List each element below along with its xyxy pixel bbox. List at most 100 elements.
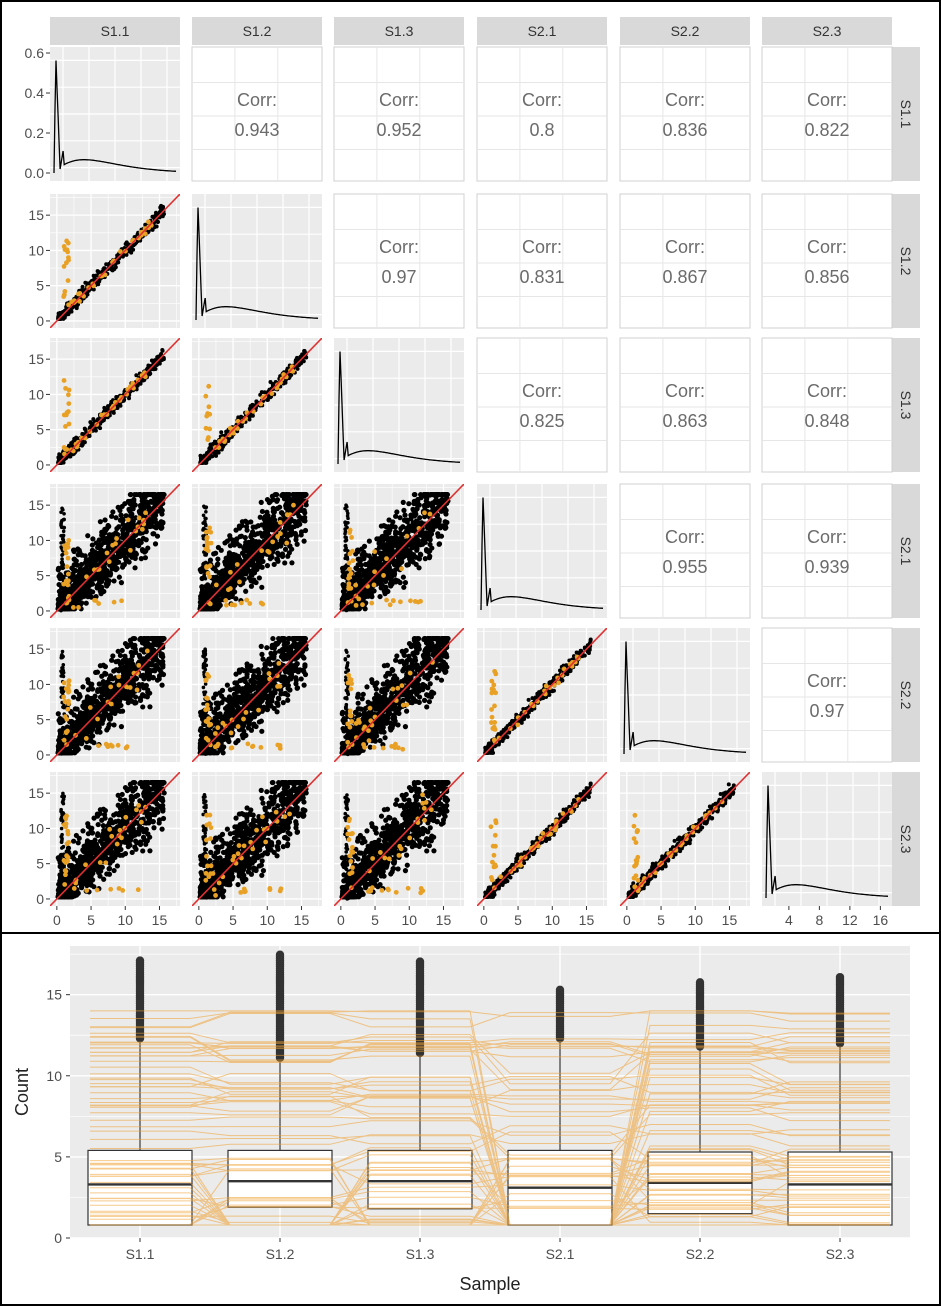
scatter-point (247, 545, 254, 551)
highlight-point (65, 571, 71, 577)
scatter-point (401, 507, 407, 513)
highlight-point (93, 598, 99, 603)
scatter-point (94, 550, 101, 556)
scatter-point (204, 606, 208, 610)
column-strip (477, 17, 607, 45)
scatter-point (343, 520, 347, 525)
scatter-point (61, 562, 65, 566)
scatter-point (251, 566, 257, 572)
scatter-point (227, 533, 233, 539)
highlight-point (70, 605, 76, 610)
scatter-point (152, 498, 159, 504)
scatter-point (137, 502, 144, 509)
scatter-point (99, 532, 105, 538)
scatter-point (150, 491, 157, 498)
scatter-point (237, 556, 243, 563)
scatter-point (244, 527, 250, 533)
scatter-point (120, 517, 126, 523)
highlight-point (65, 240, 71, 246)
scatter-point (89, 542, 95, 548)
scatter-point (108, 535, 114, 541)
scatter-point (199, 584, 205, 590)
highlight-point (291, 502, 296, 508)
scatter-point (61, 517, 66, 522)
scatter-point (351, 575, 357, 581)
scatter-point (236, 525, 243, 531)
scatter-point (402, 580, 409, 586)
highlight-point (119, 598, 124, 604)
scatter-point (128, 491, 134, 498)
scatter-point (61, 508, 65, 512)
scatter-point (134, 373, 139, 378)
highlight-point (104, 550, 110, 556)
scatter-point (344, 535, 348, 540)
scatter-point (364, 561, 371, 568)
scatter-point (95, 269, 100, 274)
scatter-point (436, 523, 442, 529)
scatter-point (85, 533, 91, 539)
column-strip-label: S1.2 (243, 23, 272, 39)
scatter-point (344, 571, 349, 575)
highlight-point (418, 598, 423, 604)
identity-line (192, 484, 322, 618)
scatter-point (246, 550, 252, 556)
scatter-point (408, 512, 414, 518)
highlight-point (213, 582, 219, 588)
scatter-point (346, 593, 350, 598)
corr-value: 0.822 (804, 120, 849, 140)
scatter-point (114, 525, 120, 532)
scatter-point (416, 556, 422, 562)
highlight-point (61, 378, 67, 383)
highlight-point (143, 510, 148, 516)
highlight-point (204, 534, 210, 540)
scatter-point (268, 379, 273, 384)
scatter-point (401, 584, 407, 590)
scatter-point (203, 576, 208, 581)
scatter-point (201, 521, 206, 525)
column-strip (50, 17, 180, 45)
scatter-point (427, 541, 433, 548)
scatter-point (123, 513, 129, 519)
scatter-point (127, 523, 133, 529)
scatter-point (133, 551, 139, 557)
scatter-point (237, 543, 243, 549)
scatter-point (391, 561, 397, 568)
scatter-point (120, 549, 126, 555)
highlight-point (61, 292, 67, 298)
identity-line (192, 338, 322, 472)
scatter-point (270, 505, 276, 511)
scatter-point (392, 524, 398, 530)
scatter-point (103, 581, 110, 587)
scatter-point (80, 284, 85, 289)
scatter-point (359, 597, 366, 603)
scatter-point (126, 552, 133, 558)
scatter-point (113, 515, 119, 521)
column-strip-label: S2.2 (671, 23, 700, 39)
scatter-point (154, 224, 159, 229)
scatter-point (59, 520, 64, 524)
scatter-point (274, 491, 280, 498)
scatter-point (219, 430, 224, 435)
highlight-point (207, 525, 213, 531)
scatter-point (122, 523, 128, 529)
scatter-point (56, 455, 61, 460)
scatter-point (387, 581, 394, 587)
scatter-point (201, 536, 206, 541)
highlight-point (125, 517, 131, 523)
highlight-point (237, 579, 242, 585)
highlight-point (106, 559, 112, 565)
scatter-point (143, 526, 149, 532)
scatter-points (192, 484, 322, 618)
scatter-point (371, 557, 377, 563)
scatter-point (416, 565, 422, 571)
scatter-point (67, 310, 72, 315)
scatter-point (215, 450, 220, 455)
scatter-point (380, 555, 386, 562)
scatter-point (264, 563, 271, 569)
scatter-point (250, 558, 256, 565)
scatter-point (227, 543, 233, 549)
scatter-point (57, 596, 64, 602)
scatter-point (62, 525, 67, 530)
scatter-point (267, 517, 273, 523)
highlight-point (350, 558, 356, 564)
